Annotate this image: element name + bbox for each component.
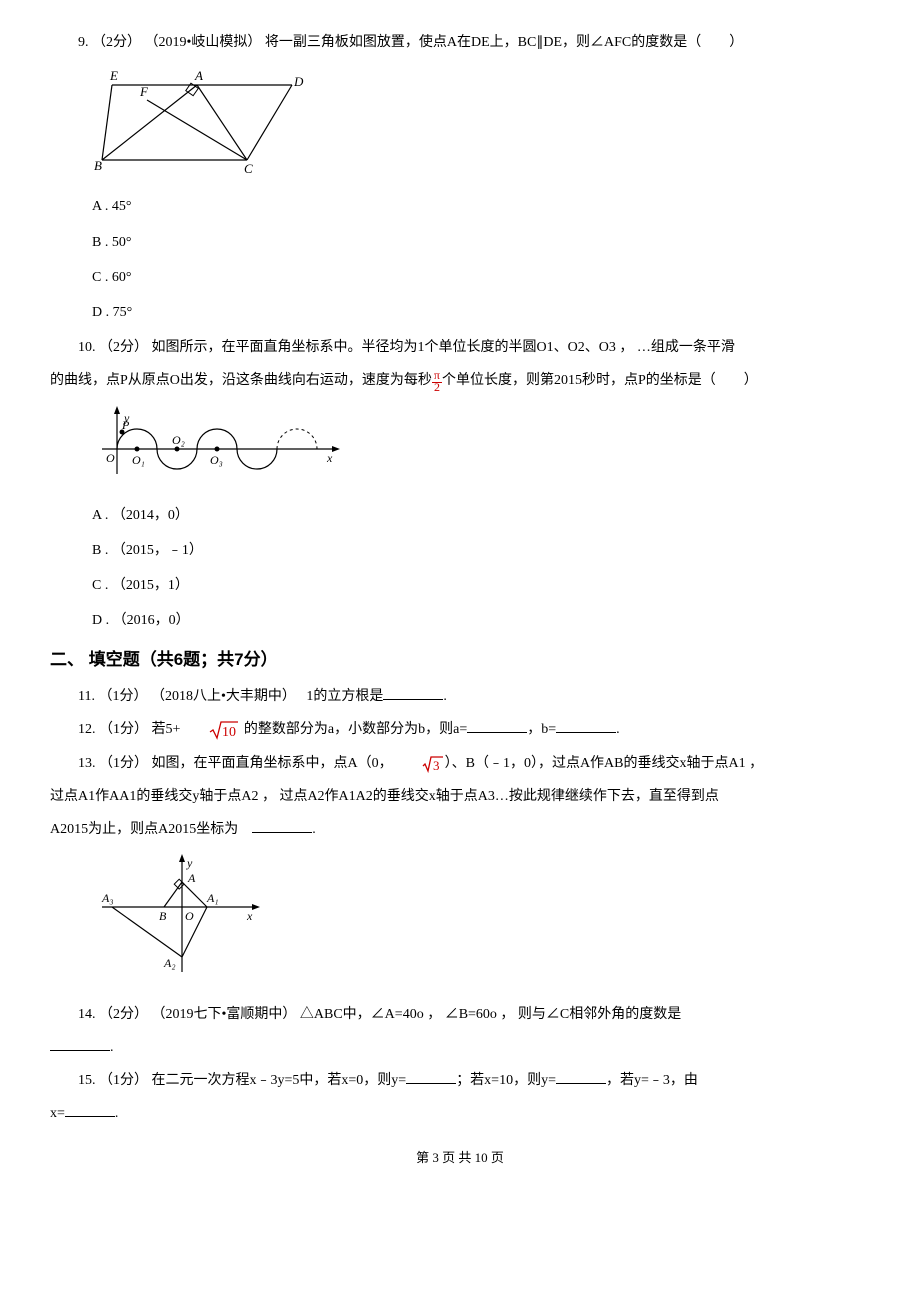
svg-text:A₂: A₂: [163, 956, 176, 970]
svg-text:x: x: [326, 451, 333, 465]
q9-text: 9. （2分） （2019•岐山模拟） 将一副三角板如图放置，使点A在DE上，B…: [50, 30, 870, 55]
svg-text:O₂: O₂: [172, 433, 185, 447]
q9-figure: E A D F B C: [92, 65, 870, 184]
q15-line1: 15. （1分） 在二元一次方程x﹣3y=5中，若x=0，则y= ；若x=10，则…: [50, 1068, 870, 1093]
q13-line3: A2015为止，则点A2015坐标为 .: [50, 817, 870, 842]
q13-figure: y A A₁ A₂ A₃ B O x: [92, 852, 870, 991]
q15-blank1[interactable]: [406, 1070, 456, 1084]
q12-pre: 12. （1分） 若5+: [78, 722, 180, 737]
svg-text:A: A: [194, 68, 203, 83]
q12-blank-a[interactable]: [467, 719, 527, 733]
svg-text:O: O: [185, 909, 194, 923]
svg-text:3: 3: [433, 758, 440, 773]
q15-mid1: ；若x=10，则y=: [456, 1073, 556, 1088]
svg-text:O: O: [106, 451, 115, 465]
q10-text-part3: 个单位长度，则第2015秒时，点P的坐标是（ ）: [442, 373, 758, 388]
q15-pre: 15. （1分） 在二元一次方程x﹣3y=5中，若x=0，则y=: [78, 1073, 406, 1088]
svg-text:D: D: [293, 74, 304, 89]
q11-pre: 11. （1分） （2018八上•大丰期中） 1的立方根是: [78, 689, 383, 704]
q13-blank[interactable]: [252, 819, 312, 833]
svg-text:C: C: [244, 161, 253, 175]
q12-mid1: 的整数部分为a，小数部分为b，则a=: [240, 722, 467, 737]
q13-line1-suf: ）、B（﹣1，0），过点A作AB的垂线交x轴于点A1 ，: [445, 756, 764, 771]
svg-text:P: P: [121, 418, 130, 432]
q15-line2-suf: .: [115, 1106, 119, 1121]
q10-option-d[interactable]: D . （2016，0）: [92, 608, 870, 633]
q11: 11. （1分） （2018八上•大丰期中） 1的立方根是.: [50, 684, 870, 709]
q12-sqrt: 10: [180, 717, 240, 742]
q10-text-line2: 的曲线，点P从原点O出发，沿这条曲线向右运动，速度为每秒π2个单位长度，则第20…: [50, 368, 870, 393]
q10-figure: y P O O₁ O₂ O₃ x: [92, 404, 870, 493]
q10-text-line1: 10. （2分） 如图所示，在平面直角坐标系中。半径均为1个单位长度的半圆O1、…: [50, 335, 870, 360]
svg-text:10: 10: [222, 725, 236, 740]
q12-suf: .: [616, 722, 620, 737]
q13-line1-pre: 13. （1分） 如图，在平面直角坐标系中，点A（0，: [78, 756, 393, 771]
q10-fraction: π2: [432, 369, 442, 393]
q13-line3-pre: A2015为止，则点A2015坐标为: [50, 822, 252, 837]
q13-line2: 过点A1作AA1的垂线交y轴于点A2 ， 过点A2作A1A2的垂线交x轴于点A3…: [50, 784, 870, 809]
q13-line1: 13. （1分） 如图，在平面直角坐标系中，点A（0， 3 ）、B（﹣1，0），过点…: [50, 751, 870, 776]
svg-text:B: B: [159, 909, 167, 923]
q11-blank[interactable]: [383, 686, 443, 700]
svg-text:F: F: [139, 84, 149, 99]
q13-line3-suf: .: [312, 822, 316, 837]
svg-text:A₁: A₁: [206, 891, 219, 905]
svg-text:O₃: O₃: [210, 453, 223, 467]
svg-text:O₁: O₁: [132, 453, 145, 467]
q15-line2: x=.: [50, 1101, 870, 1126]
q12: 12. （1分） 若5+ 10 的整数部分为a，小数部分为b，则a= ，b=.: [50, 717, 870, 742]
q15-line2-pre: x=: [50, 1106, 65, 1121]
q12-blank-b[interactable]: [556, 719, 616, 733]
q10-frac-den: 2: [432, 380, 442, 394]
q15-blank2[interactable]: [556, 1070, 606, 1084]
svg-text:E: E: [109, 68, 118, 83]
q14-line1: 14. （2分） （2019七下•富顺期中） △ABC中，∠A=40o ， ∠B…: [50, 1002, 870, 1027]
section2-title: 二、 填空题（共6题；共7分）: [50, 645, 870, 676]
q13-sqrt: 3: [393, 751, 445, 776]
q15-blank3[interactable]: [65, 1103, 115, 1117]
q14-line2-suf: .: [110, 1040, 114, 1055]
q12-mid2: ，b=: [527, 722, 556, 737]
svg-text:x: x: [246, 909, 253, 923]
q10-text-part2: 的曲线，点P从原点O出发，沿这条曲线向右运动，速度为每秒: [50, 373, 432, 388]
q14-line2: .: [50, 1035, 870, 1060]
q10-option-b[interactable]: B . （2015，﹣1）: [92, 538, 870, 563]
page-footer: 第 3 页 共 10 页: [50, 1146, 870, 1169]
q9-option-c[interactable]: C . 60°: [92, 265, 870, 290]
q9-option-d[interactable]: D . 75°: [92, 300, 870, 325]
svg-text:y: y: [186, 856, 193, 870]
q11-suf: .: [443, 689, 447, 704]
svg-text:B: B: [94, 158, 102, 173]
q10-option-c[interactable]: C . （2015，1）: [92, 573, 870, 598]
q10-option-a[interactable]: A . （2014，0）: [92, 503, 870, 528]
q14-blank[interactable]: [50, 1037, 110, 1051]
svg-text:A₃: A₃: [101, 891, 114, 905]
svg-text:A: A: [187, 871, 196, 885]
q9-option-a[interactable]: A . 45°: [92, 194, 870, 219]
q15-mid2: ，若y=﹣3，由: [606, 1073, 698, 1088]
q9-option-b[interactable]: B . 50°: [92, 230, 870, 255]
